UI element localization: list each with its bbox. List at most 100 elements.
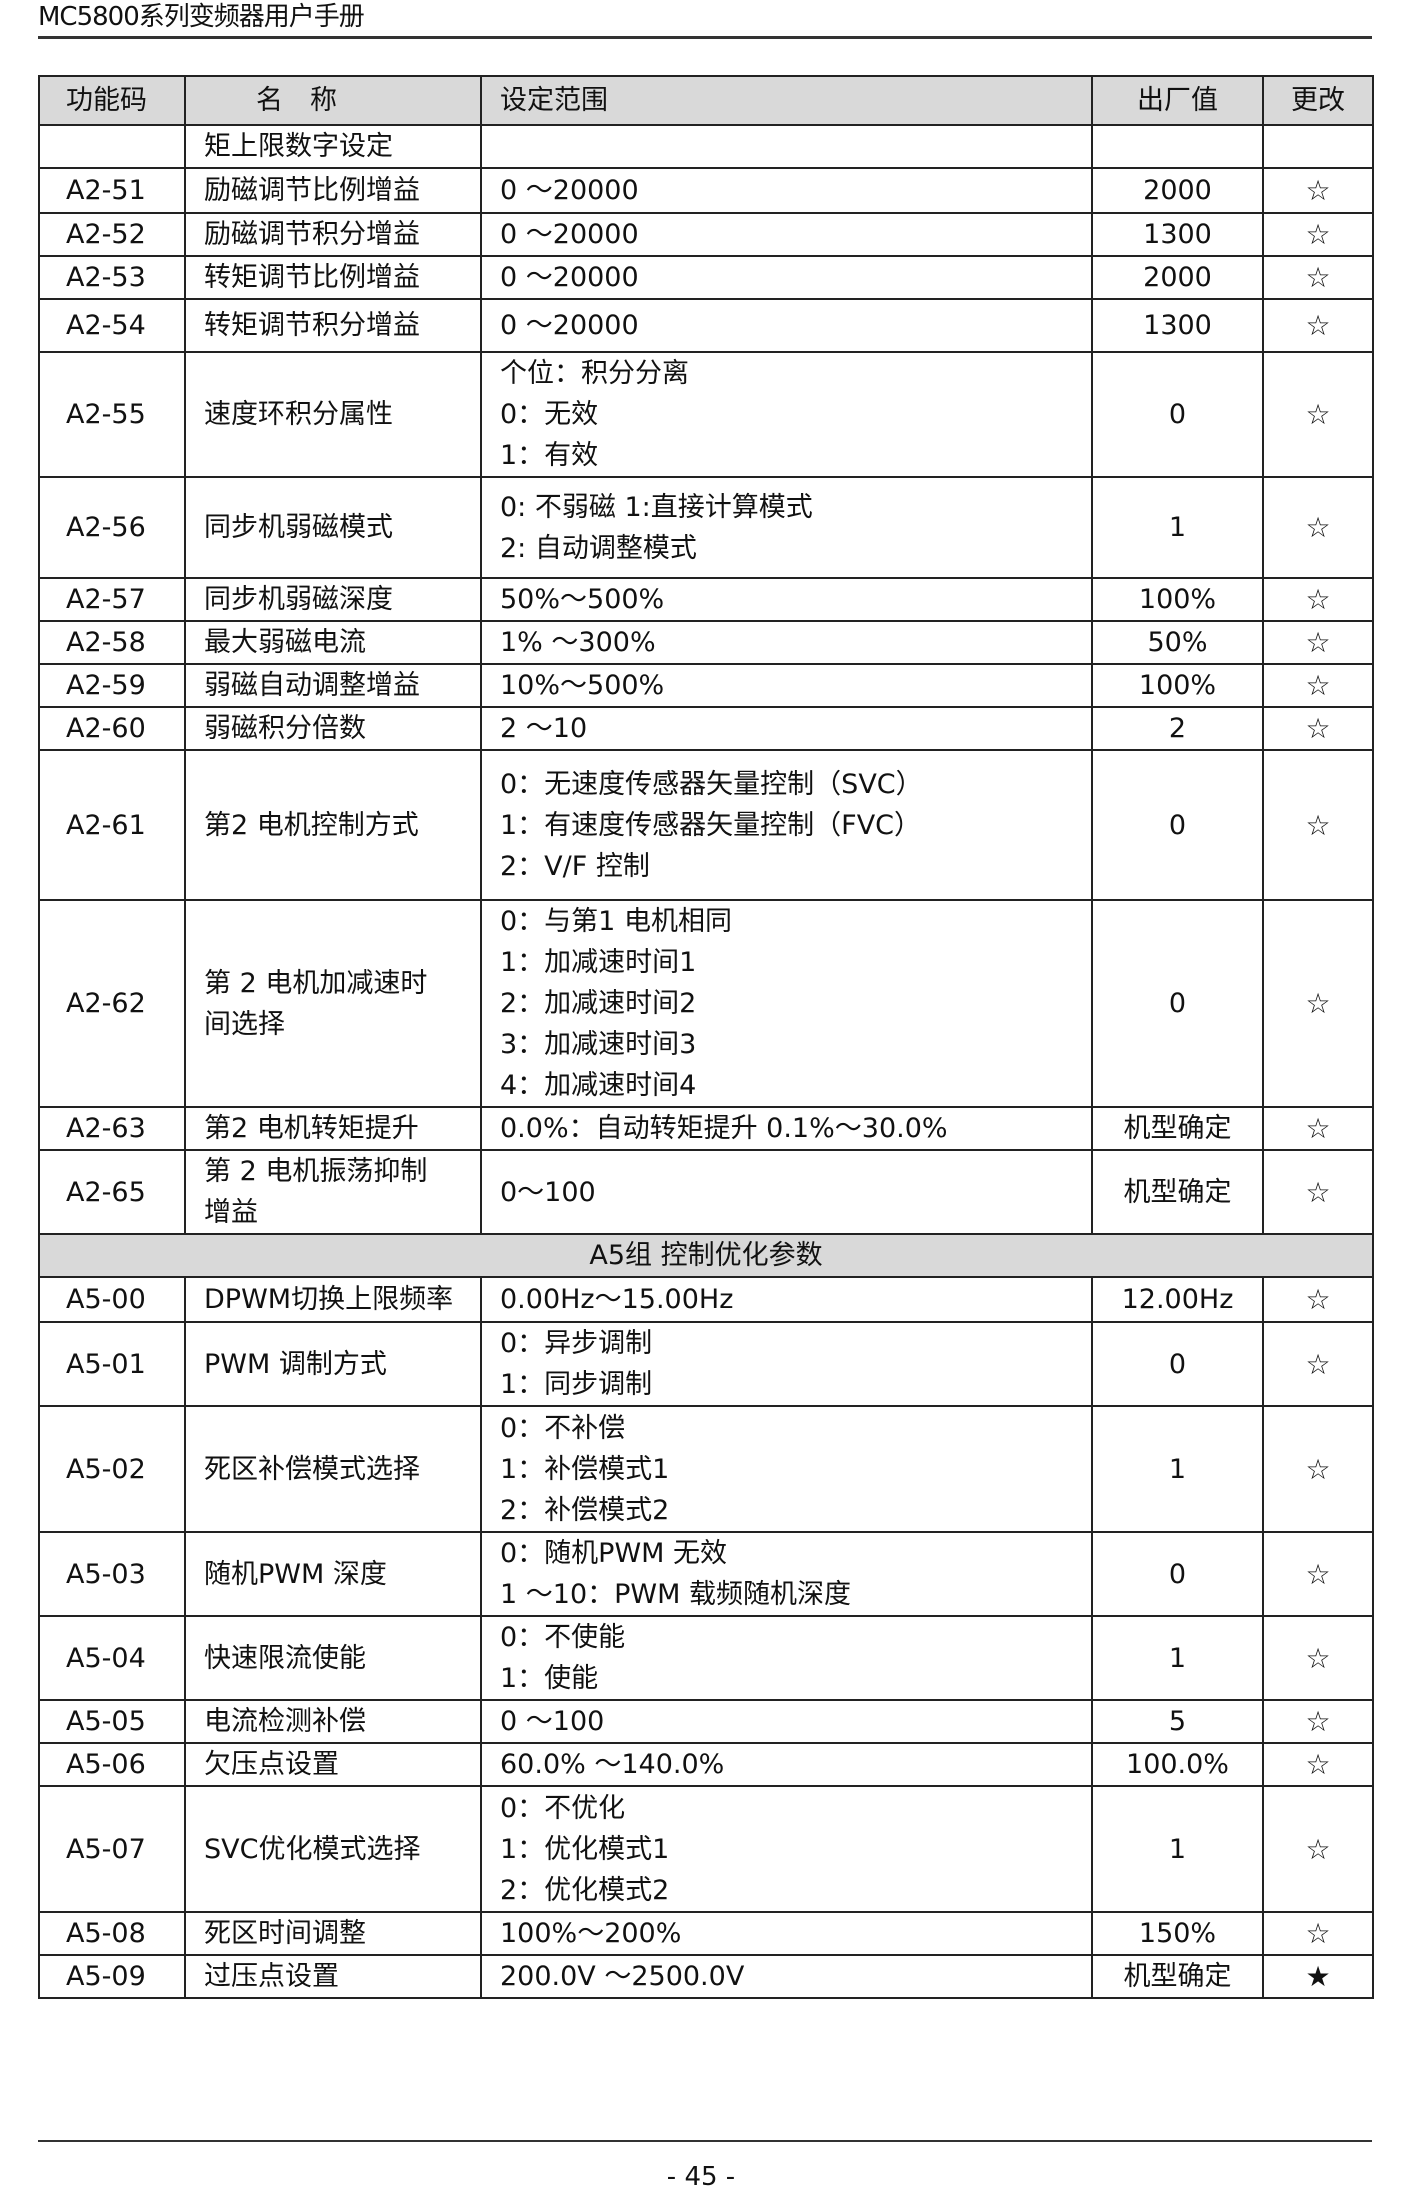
setting-range: 0 ～20000	[480, 167, 1093, 214]
setting-range: 1% ～300%	[480, 620, 1093, 665]
setting-range-line: 10%～500%	[500, 670, 665, 701]
header-divider	[38, 36, 1372, 39]
parameter-table: 功能码 名 称 设定范围 出厂值 更改 矩上限数字设定 A2-51 励磁调节比例增益…	[38, 75, 1374, 1999]
param-code	[38, 124, 186, 169]
param-name: 弱磁积分倍数	[184, 706, 482, 751]
table-row: A5-01 PWM 调制方式 0：异步调制 1：同步调制 0 ☆	[38, 1321, 1374, 1407]
star-outline-icon: ☆	[1262, 577, 1374, 622]
param-name-line: 欠压点设置	[204, 1749, 339, 1780]
table-row: A2-57 同步机弱磁深度 50%～500% 100% ☆	[38, 577, 1374, 622]
setting-range-line: 200.0V ～2500.0V	[500, 1961, 745, 1992]
param-name: 同步机弱磁深度	[184, 577, 482, 622]
setting-range-line: 1：有效	[500, 440, 599, 471]
param-name: 转矩调节积分增益	[184, 298, 482, 353]
factory-default: 0	[1091, 351, 1264, 478]
param-name-line: 同步机弱磁深度	[204, 584, 393, 615]
setting-range-line: 0.00Hz～15.00Hz	[500, 1284, 734, 1315]
star-outline-icon: ☆	[1262, 1911, 1374, 1956]
table-header-row: 功能码 名 称 设定范围 出厂值 更改	[38, 75, 1374, 126]
param-code: A5-02	[38, 1405, 186, 1533]
param-name: 死区补偿模式选择	[184, 1405, 482, 1533]
star-outline-icon	[1262, 124, 1374, 169]
setting-range-line: 0：无速度传感器矢量控制（SVC）	[500, 768, 923, 800]
param-name-line: 死区补偿模式选择	[204, 1453, 420, 1485]
setting-range-line: 0 ～20000	[500, 262, 639, 293]
factory-default: 2000	[1091, 255, 1264, 300]
factory-default: 100%	[1091, 663, 1264, 708]
setting-range-line: 60.0% ～140.0%	[500, 1749, 725, 1780]
star-outline-icon: ☆	[1262, 1276, 1374, 1323]
setting-range: 0：不优化 1：优化模式1 2：优化模式2	[480, 1785, 1093, 1913]
factory-default: 100%	[1091, 577, 1264, 622]
param-name-line: 弱磁自动调整增益	[204, 670, 420, 701]
table-row: A2-54 转矩调节积分增益 0 ～20000 1300 ☆	[38, 298, 1374, 353]
param-code: A5-04	[38, 1615, 186, 1701]
star-outline-icon: ☆	[1262, 663, 1374, 708]
param-name-line: 第 2 电机加减速时	[204, 967, 428, 999]
factory-default	[1091, 124, 1264, 169]
param-name: 同步机弱磁模式	[184, 476, 482, 579]
table-row: A5-04 快速限流使能 0：不使能 1：使能 1 ☆	[38, 1615, 1374, 1701]
param-code: A2-55	[38, 351, 186, 478]
param-code: A2-61	[38, 749, 186, 901]
setting-range-line: 2：加减速时间2	[500, 988, 697, 1019]
param-code: A2-54	[38, 298, 186, 353]
group-title: A5组 控制优化参数	[38, 1233, 1374, 1278]
param-name-line: 电流检测补偿	[204, 1706, 366, 1737]
star-outline-icon: ☆	[1262, 1785, 1374, 1913]
setting-range-line: 4：加减速时间4	[500, 1070, 697, 1101]
param-name-line: 快速限流使能	[204, 1642, 366, 1674]
setting-range-line: 100%～200%	[500, 1918, 682, 1949]
setting-range: 0：与第1 电机相同 1：加减速时间1 2：加减速时间2 3：加减速时间3 4：加减速时…	[480, 899, 1093, 1108]
factory-default: 1	[1091, 1405, 1264, 1533]
param-code: A5-01	[38, 1321, 186, 1407]
setting-range-line: 2: 自动调整模式	[500, 532, 697, 564]
param-name-line: 间选择	[204, 1008, 285, 1040]
param-name: 转矩调节比例增益	[184, 255, 482, 300]
factory-default: 1300	[1091, 212, 1264, 257]
table-row: A2-63 第2 电机转矩提升 0.0%：自动转矩提升 0.1%～30.0% 机型确定…	[38, 1106, 1374, 1151]
table-row: A2-55 速度环积分属性 个位：积分分离 0：无效 1：有效 0 ☆	[38, 351, 1374, 478]
param-code: A2-59	[38, 663, 186, 708]
param-name: DPWM切换上限频率	[184, 1276, 482, 1323]
param-name-line: 弱磁积分倍数	[204, 713, 366, 744]
star-outline-icon: ☆	[1262, 706, 1374, 751]
setting-range-line: 0: 不弱磁 1:直接计算模式	[500, 491, 813, 523]
param-name-line: 速度环积分属性	[204, 399, 393, 430]
factory-default: 1	[1091, 1785, 1264, 1913]
param-name: 电流检测补偿	[184, 1699, 482, 1744]
star-outline-icon: ☆	[1262, 1106, 1374, 1151]
setting-range-line: 1：使能	[500, 1663, 599, 1694]
param-name-line: 转矩调节比例增益	[204, 262, 420, 293]
param-code: A5-03	[38, 1531, 186, 1617]
setting-range: 0：不补偿 1：补偿模式1 2：补偿模式2	[480, 1405, 1093, 1533]
factory-default: 1	[1091, 1615, 1264, 1701]
table-row: 矩上限数字设定	[38, 124, 1374, 169]
param-code: A2-53	[38, 255, 186, 300]
param-name-line: 第2 电机控制方式	[204, 809, 419, 841]
setting-range: 0: 不弱磁 1:直接计算模式 2: 自动调整模式	[480, 476, 1093, 579]
param-code: A5-06	[38, 1742, 186, 1787]
table-row: A5-08 死区时间调整 100%～200% 150% ☆	[38, 1911, 1374, 1956]
setting-range-line: 1：优化模式1	[500, 1833, 670, 1865]
param-code: A5-08	[38, 1911, 186, 1956]
setting-range: 0～100	[480, 1149, 1093, 1235]
param-code: A2-63	[38, 1106, 186, 1151]
page-number: - 45 -	[666, 2162, 736, 2192]
param-name: 矩上限数字设定	[184, 124, 482, 169]
setting-range-line: 0～100	[500, 1176, 596, 1208]
param-name: 死区时间调整	[184, 1911, 482, 1956]
param-code: A2-51	[38, 167, 186, 214]
setting-range: 0.0%：自动转矩提升 0.1%～30.0%	[480, 1106, 1093, 1151]
param-code: A2-52	[38, 212, 186, 257]
factory-default: 12.00Hz	[1091, 1276, 1264, 1323]
param-name-line: 第2 电机转矩提升	[204, 1113, 419, 1144]
param-code: A5-07	[38, 1785, 186, 1913]
table-row: A5-03 随机PWM 深度 0：随机PWM 无效 1 ～10：PWM 载频随机深度 0…	[38, 1531, 1374, 1617]
param-name-line: 增益	[204, 1197, 258, 1228]
setting-range: 100%～200%	[480, 1911, 1093, 1956]
setting-range-line: 0 ～20000	[500, 219, 639, 250]
setting-range: 0 ～20000	[480, 255, 1093, 300]
table-row: A2-58 最大弱磁电流 1% ～300% 50% ☆	[38, 620, 1374, 665]
setting-range-line: 1% ～300%	[500, 627, 656, 658]
